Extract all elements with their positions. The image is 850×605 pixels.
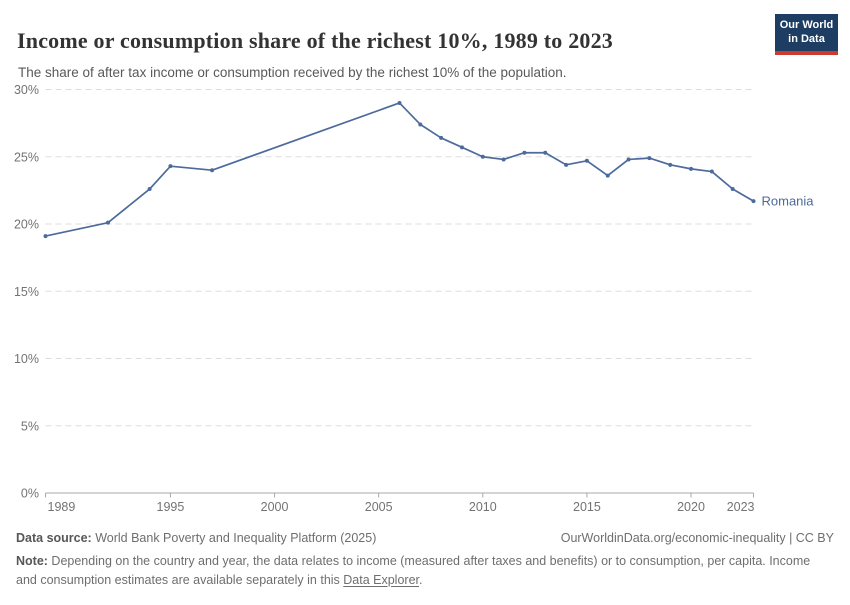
data-point-1995[interactable] [168, 164, 173, 169]
note-period: . [419, 572, 423, 587]
y-tick-label-25: 25% [14, 150, 39, 164]
x-tick-label-2000: 2000 [261, 500, 289, 514]
data-point-2009[interactable] [459, 145, 464, 150]
data-point-1989[interactable] [43, 234, 48, 239]
owid-logo-red-bar [775, 50, 838, 55]
y-tick-label-0: 0% [21, 487, 39, 501]
y-tick-label-5: 5% [21, 419, 39, 433]
data-point-2013[interactable] [543, 150, 548, 155]
note-text: Depending on the country and year, the d… [16, 554, 811, 587]
data-point-2016[interactable] [605, 173, 610, 178]
romania-line[interactable] [44, 102, 755, 237]
data-point-2021[interactable] [709, 169, 714, 174]
data-point-2007[interactable] [418, 122, 423, 127]
data-point-1994[interactable] [147, 187, 152, 192]
footer-note: Note: Depending on the country and year,… [16, 552, 834, 589]
data-source-label: Data source: [16, 531, 92, 545]
owid-url-link[interactable]: OurWorldinData.org/economic-inequality |… [560, 531, 834, 545]
y-tick-label-30: 30% [14, 83, 39, 97]
x-tick-label-2005: 2005 [365, 500, 393, 514]
data-point-2022[interactable] [730, 187, 735, 192]
x-tick-label-2020: 2020 [677, 500, 705, 514]
data-point-2023[interactable] [751, 199, 756, 204]
y-tick-label-20: 20% [14, 218, 39, 232]
data-point-2020[interactable] [689, 166, 694, 171]
series-end-label[interactable]: Romania [762, 194, 815, 209]
data-point-2015[interactable] [584, 158, 589, 163]
x-tick-label-1995: 1995 [157, 500, 185, 514]
owid-logo-line2: in Data [788, 32, 825, 45]
data-point-2012[interactable] [522, 150, 527, 155]
data-source-text: World Bank Poverty and Inequality Platfo… [91, 531, 377, 545]
data-point-2008[interactable] [439, 135, 444, 140]
x-tick-label-2010: 2010 [469, 500, 497, 514]
x-tick-label-2023: 2023 [727, 500, 755, 514]
owid-logo-line1: Our World [779, 19, 834, 31]
data-point-2014[interactable] [564, 162, 569, 167]
owid-logo[interactable]: Our World in Data [775, 14, 838, 55]
data-point-1992[interactable] [105, 220, 110, 225]
data-explorer-link[interactable]: Data Explorer [343, 572, 419, 587]
data-point-2011[interactable] [501, 157, 506, 162]
chart-subtitle: The share of after tax income or consump… [18, 64, 567, 80]
data-point-2017[interactable] [626, 157, 631, 162]
data-source: Data source: World Bank Poverty and Ineq… [16, 531, 376, 545]
data-point-2019[interactable] [668, 162, 673, 167]
data-point-2018[interactable] [647, 156, 652, 161]
note-label: Note: [16, 554, 48, 568]
chart-footer: Data source: World Bank Poverty and Ineq… [16, 531, 834, 589]
x-tick-label-1989: 1989 [48, 500, 76, 514]
y-tick-label-15: 15% [14, 285, 39, 299]
data-point-1997[interactable] [210, 168, 215, 173]
x-tick-label-2015: 2015 [573, 500, 601, 514]
data-point-2006[interactable] [397, 100, 402, 105]
owid-logo-box: Our World in Data [775, 14, 838, 51]
chart-title: Income or consumption share of the riche… [17, 27, 613, 53]
data-point-2010[interactable] [480, 154, 485, 159]
y-tick-label-10: 10% [14, 352, 39, 366]
